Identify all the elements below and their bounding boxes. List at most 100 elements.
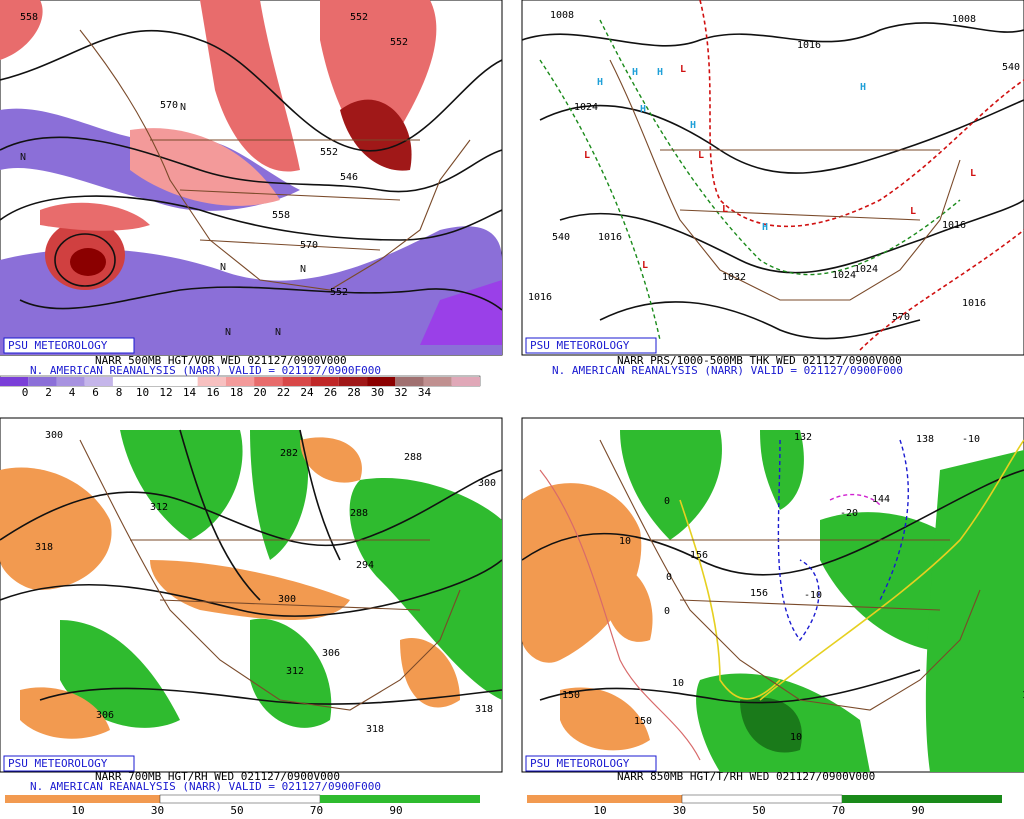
contour-label: 1024: [854, 264, 878, 275]
colorbar-label: 30: [151, 804, 164, 817]
colorbar-label: 34: [418, 386, 432, 399]
colorbar-dry: [5, 795, 160, 803]
map-title: NARR PRS/1000-500MB THK WED 021127/0900V…: [617, 354, 902, 367]
colorbar-swatch: [141, 377, 170, 386]
isobars: [521, 22, 1024, 340]
brand: PSU METEOROLOGY: [530, 339, 630, 352]
colorbar-swatch: [395, 377, 424, 386]
colorbar-label: 24: [300, 386, 314, 399]
contour-label: 552: [350, 12, 368, 23]
contour-label: L: [698, 150, 704, 161]
colorbar-label: 8: [116, 386, 123, 399]
map-frame: [521, 0, 1024, 356]
contour-label: 156: [1022, 690, 1024, 701]
contour-label: 570: [300, 240, 318, 251]
contour-label: N: [225, 327, 231, 338]
colorbar-label: 0: [22, 386, 29, 399]
contour-label: H: [597, 77, 603, 88]
contour-label: L: [680, 64, 686, 75]
colorbar-label: 10: [71, 804, 84, 817]
colorbar-swatch: [112, 377, 142, 386]
colorbar-label: 32: [394, 386, 407, 399]
colorbar-swatch: [56, 377, 85, 386]
colorbar-swatch: [169, 377, 198, 386]
contour-label: -10: [962, 434, 980, 445]
contour-label: 318: [366, 724, 384, 735]
contour-label: 552: [320, 147, 338, 158]
contour-label: 558: [20, 12, 38, 23]
contour-label: 300: [478, 478, 496, 489]
colorbar-swatch: [338, 377, 368, 386]
colorbar-label: 10: [136, 386, 149, 399]
contour-label: 546: [340, 172, 358, 183]
contour-label: 150: [562, 690, 580, 701]
colorbar-label: 28: [347, 386, 360, 399]
colorbar-swatch: [254, 377, 283, 386]
colorbar-label: 90: [911, 804, 924, 817]
colorbar-label: 70: [832, 804, 845, 817]
colorbar-swatch: [225, 377, 255, 386]
colorbar-label: 2: [45, 386, 52, 399]
contour-label: -10: [804, 590, 822, 601]
colorbar-label: 10: [593, 804, 606, 817]
colorbar-label: 22: [277, 386, 290, 399]
contour-label: H: [860, 82, 866, 93]
colorbar-label: 6: [92, 386, 99, 399]
political-borders: [79, 29, 471, 291]
colorbar-label: 4: [69, 386, 76, 399]
contour-label: 306: [96, 710, 114, 721]
contour-label: L: [722, 204, 728, 215]
colorbar-label: 50: [752, 804, 765, 817]
contour-label: 552: [390, 37, 408, 48]
contour-label: 306: [322, 648, 340, 659]
map-subtitle: N. AMERICAN REANALYSIS (NARR) VALID = 02…: [30, 364, 381, 377]
humidity-shading: [522, 430, 1024, 772]
colorbar-label: 30: [371, 386, 384, 399]
brand: PSU METEOROLOGY: [8, 339, 108, 352]
contour-label: 312: [286, 666, 304, 677]
colorbar-label: 12: [159, 386, 172, 399]
colorbar-dry: [527, 795, 682, 803]
contour-label: H: [762, 222, 768, 233]
panel-700mb: [0, 417, 503, 804]
contour-label: 570: [892, 312, 910, 323]
contour-label: 1016: [797, 40, 821, 51]
colorbar-swatch: [197, 377, 226, 386]
colorbar-mid: [159, 794, 321, 804]
colorbar-swatch: [28, 377, 57, 386]
contour-label: 10: [672, 678, 684, 689]
contour-label: L: [584, 150, 590, 161]
colorbar-swatch: [0, 377, 29, 386]
colorbar-label: 90: [389, 804, 402, 817]
contour-label: H: [690, 120, 696, 131]
contour-label: N: [275, 327, 281, 338]
contour-label: 1016: [962, 298, 986, 309]
contour-label: 318: [35, 542, 53, 553]
panel-vorticity: [0, 0, 503, 387]
height-contours: [0, 29, 503, 311]
contour-label: 0: [664, 606, 670, 617]
contour-label: L: [910, 206, 916, 217]
contour-label: 1016: [528, 292, 552, 303]
map-subtitle: N. AMERICAN REANALYSIS (NARR) VALID = 02…: [552, 364, 903, 377]
contour-label: 288: [350, 508, 368, 519]
contour-label: 552: [330, 287, 348, 298]
panel-pressure: [521, 0, 1024, 356]
brand-box: [525, 337, 657, 354]
contour-label: 318: [475, 704, 493, 715]
colorbar-swatch: [84, 377, 113, 386]
colorbar-label: 14: [183, 386, 197, 399]
colorbar-swatch: [310, 377, 339, 386]
contour-label: L: [970, 168, 976, 179]
political-borders: [609, 59, 961, 301]
contour-label: 288: [404, 452, 422, 463]
political-borders: [599, 439, 981, 711]
contour-label: 0: [664, 496, 670, 507]
map-title: NARR 700MB HGT/RH WED 021127/0900V000: [95, 770, 340, 783]
colorbar-label: 70: [310, 804, 323, 817]
colorbar-swatch: [423, 377, 452, 386]
contour-label: H: [632, 67, 638, 78]
contour-label: 132: [794, 432, 812, 443]
contour-label: 144: [872, 494, 890, 505]
